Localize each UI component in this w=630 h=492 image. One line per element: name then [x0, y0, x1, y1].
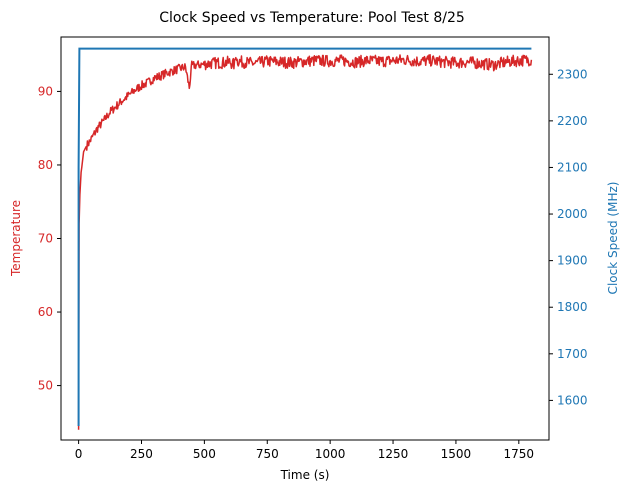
y-right-tick-label: 2100 — [557, 160, 588, 174]
y-right-tick-label: 2300 — [557, 67, 588, 81]
x-axis-title: Time (s) — [280, 468, 330, 482]
x-tick-label: 1500 — [441, 447, 472, 461]
clock-speed-series-line — [77, 47, 532, 426]
y-right-tick-label: 1800 — [557, 300, 588, 314]
x-tick-label: 250 — [130, 447, 153, 461]
temperature-series-line — [77, 53, 533, 430]
chart-title: Clock Speed vs Temperature: Pool Test 8/… — [159, 10, 465, 26]
y-right-tick-label: 1700 — [557, 347, 588, 361]
plot-frame — [60, 36, 550, 441]
x-tick-label: 0 — [75, 447, 83, 461]
y-left-tick-label: 70 — [38, 232, 53, 246]
y-left-tick-label: 60 — [38, 305, 53, 319]
y-left-tick-label: 80 — [38, 158, 53, 172]
x-tick-label: 1000 — [315, 447, 346, 461]
y-right-tick-label: 1900 — [557, 254, 588, 268]
x-tick-label: 1250 — [378, 447, 409, 461]
y-axis-left-title: Temperature — [9, 200, 23, 277]
y-axis-right-title: Clock Speed (MHz) — [606, 182, 620, 295]
y-right-tick-label: 2200 — [557, 114, 588, 128]
y-right-tick-label: 1600 — [557, 393, 588, 407]
y-right-tick-label: 2000 — [557, 207, 588, 221]
x-tick-label: 500 — [193, 447, 216, 461]
x-tick-label: 1750 — [504, 447, 535, 461]
x-tick-label: 750 — [256, 447, 279, 461]
y-left-tick-label: 90 — [38, 84, 53, 98]
y-left-tick-label: 50 — [38, 379, 53, 393]
